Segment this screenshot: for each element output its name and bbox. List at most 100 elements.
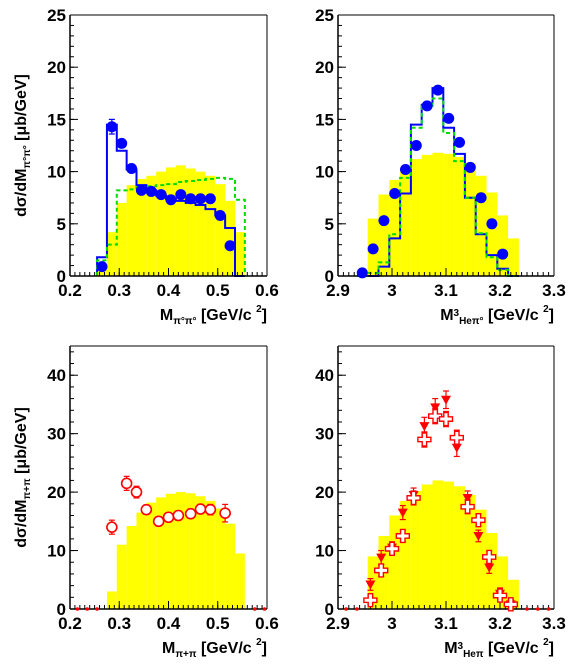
data-point bbox=[536, 607, 540, 611]
histogram-bar bbox=[421, 154, 433, 276]
x-axis-title: Mπ+π [GeV/c 2] bbox=[162, 637, 267, 660]
x-tick-label: 3.2 bbox=[488, 614, 512, 633]
histogram-bar bbox=[497, 215, 509, 276]
x-tick-label: 0.6 bbox=[255, 614, 279, 633]
histogram-bar bbox=[106, 232, 117, 276]
data-point bbox=[344, 607, 348, 611]
histogram-bar bbox=[116, 202, 127, 276]
y-tick-label: 0 bbox=[325, 267, 334, 286]
x-axis-title: Mπ°π° [GeV/c 2] bbox=[160, 304, 267, 327]
histogram-bar bbox=[146, 502, 157, 609]
x-axis-title-part: π°π° bbox=[173, 316, 196, 327]
y-axis-title-part: dσ/dM bbox=[13, 500, 30, 548]
dashed-step-curve bbox=[356, 97, 519, 277]
histogram-bar bbox=[464, 163, 476, 276]
y-tick-label: 0 bbox=[57, 267, 66, 286]
histogram-bar bbox=[454, 486, 465, 609]
x-tick-label: 2.9 bbox=[326, 614, 350, 633]
data-point bbox=[374, 563, 389, 578]
x-axis-title-part: M bbox=[444, 640, 457, 657]
x-axis-title-part: M bbox=[162, 640, 175, 657]
data-point bbox=[365, 580, 376, 590]
step-curve bbox=[356, 87, 519, 277]
y-tick-label: 25 bbox=[315, 6, 334, 25]
x-tick-label: 0.5 bbox=[206, 614, 230, 633]
y-tick-label: 30 bbox=[47, 425, 66, 444]
x-axis-title-part: ] bbox=[549, 307, 554, 324]
data-point bbox=[120, 477, 133, 490]
data-point bbox=[525, 607, 529, 611]
x-axis-title-part: ] bbox=[262, 640, 267, 657]
data-point bbox=[184, 507, 197, 520]
data-point bbox=[475, 192, 487, 204]
x-tick-label: 3.2 bbox=[488, 281, 512, 300]
histogram-bar bbox=[234, 553, 245, 609]
histogram-bar bbox=[215, 508, 226, 609]
histogram-bar bbox=[185, 168, 196, 276]
histogram-bar bbox=[225, 523, 235, 609]
x-axis-title-part: [GeV/c bbox=[484, 640, 544, 657]
x-axis-title-part: 2 bbox=[543, 304, 549, 315]
x-tick-label: 3 bbox=[387, 281, 396, 300]
y-tick-label: 30 bbox=[315, 425, 334, 444]
histogram-bar bbox=[136, 512, 147, 609]
histogram-bar bbox=[508, 579, 519, 609]
y-axis-title-part: π°π° bbox=[22, 145, 33, 168]
y-tick-label: 20 bbox=[47, 58, 66, 77]
y-tick-label: 20 bbox=[47, 483, 66, 502]
histogram-bar bbox=[400, 500, 411, 609]
data-point bbox=[454, 136, 465, 148]
x-axis-title-part: M bbox=[160, 307, 173, 324]
data-point bbox=[145, 185, 157, 197]
data-point bbox=[219, 507, 231, 519]
data-point bbox=[503, 597, 518, 612]
y-tick-label: 20 bbox=[315, 58, 334, 77]
y-axis-title: dσ/dMπ°π° [μb/GeV] bbox=[13, 74, 33, 217]
data-point bbox=[384, 541, 400, 557]
x-tick-label: 3.3 bbox=[542, 281, 566, 300]
histogram-bar bbox=[410, 490, 422, 609]
y-tick-label: 40 bbox=[47, 366, 66, 385]
x-tick-label: 3.1 bbox=[434, 281, 458, 300]
data-point bbox=[492, 588, 508, 603]
histogram-bar bbox=[400, 168, 411, 276]
data-point bbox=[262, 607, 267, 611]
y-tick-label: 10 bbox=[47, 163, 66, 182]
x-tick-label: 0.2 bbox=[58, 614, 82, 633]
data-point bbox=[172, 509, 185, 522]
histogram-bar bbox=[195, 171, 206, 276]
histogram-bar bbox=[185, 493, 196, 609]
histogram-bar bbox=[234, 232, 245, 276]
data-point bbox=[224, 240, 236, 252]
x-tick-label: 3.3 bbox=[542, 614, 566, 633]
data-point bbox=[484, 563, 495, 573]
histogram-bar bbox=[225, 200, 235, 276]
data-point bbox=[443, 112, 455, 124]
data-point bbox=[462, 493, 473, 503]
x-axis-title: M3Heπ° [GeV/c 2] bbox=[440, 304, 554, 327]
data-point bbox=[204, 193, 216, 205]
y-tick-label: 15 bbox=[315, 110, 334, 129]
histogram-bar bbox=[475, 175, 487, 276]
y-tick-label: 0 bbox=[57, 600, 66, 619]
y-tick-label: 10 bbox=[47, 542, 66, 561]
histogram-bar bbox=[389, 179, 401, 276]
x-axis-title-part: Heπ° bbox=[459, 316, 483, 327]
y-tick-label: 5 bbox=[325, 215, 334, 234]
x-axis-title-part: Heπ bbox=[463, 649, 484, 660]
data-point bbox=[252, 607, 257, 611]
y-axis-title-part: dσ/dM bbox=[13, 169, 30, 217]
x-axis-title-part: π+π bbox=[175, 649, 196, 660]
data-point bbox=[95, 607, 99, 611]
y-tick-label: 10 bbox=[315, 163, 334, 182]
x-axis-title-part: [GeV/c bbox=[197, 307, 257, 324]
x-tick-label: 0.4 bbox=[157, 614, 181, 633]
histogram-bar bbox=[454, 156, 465, 276]
y-tick-label: 20 bbox=[315, 483, 334, 502]
histogram-bar bbox=[486, 533, 498, 609]
data-point bbox=[546, 607, 551, 611]
data-point bbox=[482, 549, 497, 565]
histogram-bar bbox=[215, 184, 226, 276]
